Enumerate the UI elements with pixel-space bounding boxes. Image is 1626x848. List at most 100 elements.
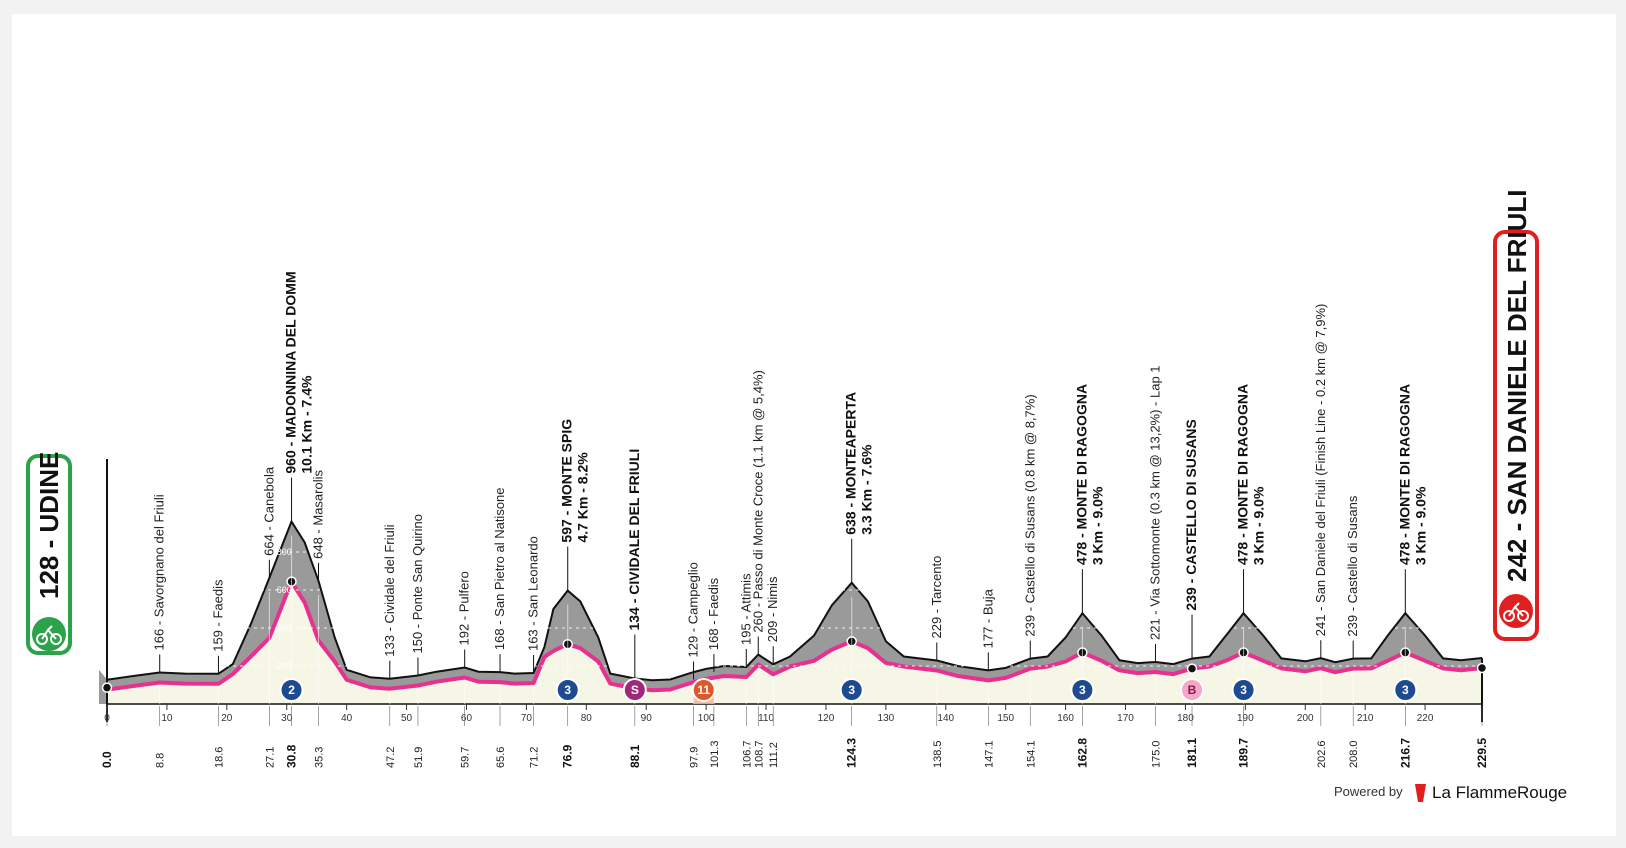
x-tick-label: 110	[758, 713, 774, 724]
km-label: 71.2	[529, 747, 541, 768]
x-tick-label: 10	[161, 713, 173, 724]
finish-cyclist-icon	[1499, 594, 1533, 628]
y-tick-label: 400	[277, 623, 292, 633]
km-label: 51.9	[413, 747, 425, 768]
waypoint-label: 478 - MONTE DI RAGOGNA	[1073, 384, 1089, 565]
kom-badge-icon	[1393, 678, 1418, 702]
waypoint-label: 163 - San Leonardo	[526, 536, 541, 651]
x-tick-label: 40	[341, 713, 353, 724]
km-label: 208.0	[1348, 740, 1360, 768]
waypoint-label: 168 - San Pietro al Natisone	[492, 487, 507, 650]
km-label: 59.7	[460, 747, 472, 768]
waypoint-label: 133 - Cividale del Friuli	[382, 524, 397, 656]
km-label: 175.0	[1150, 740, 1162, 768]
brand-name: La FlammeRouge	[1432, 783, 1567, 802]
km-label: 106.7	[741, 740, 753, 768]
kom-badge-label: 3	[564, 683, 571, 697]
waypoint-sublabel: 3 Km - 9.0%	[1251, 486, 1267, 565]
x-tick-label: 160	[1057, 713, 1074, 724]
x-tick-label: 50	[401, 713, 413, 724]
x-tick-label: 70	[521, 713, 533, 724]
powered-by-text: Powered by	[1334, 784, 1403, 799]
x-tick-label: 80	[581, 713, 593, 724]
x-tick-label: 140	[937, 713, 954, 724]
waypoint-label: 168 - Faedis	[706, 577, 721, 650]
waypoint-label: 166 - Savorgnano del Friuli	[152, 494, 167, 650]
finish-badge-frame	[1493, 230, 1539, 641]
km-label: 162.8	[1075, 738, 1089, 768]
kom-badge-label: 2	[288, 683, 295, 697]
waypoint-label: 478 - MONTE DI RAGOGNA	[1396, 384, 1412, 565]
waypoint-sublabel: 4.7 Km - 8.2%	[575, 452, 591, 543]
km-label: 111.2	[768, 742, 780, 768]
waypoint-label: 129 - Campeglio	[686, 562, 701, 657]
y-tick-label: 600	[277, 585, 292, 595]
waypoint-sublabel: 3 Km - 9.0%	[1089, 486, 1105, 565]
km-label: 35.3	[313, 747, 325, 768]
profile-grey-area	[107, 521, 1482, 691]
sprint-badge-icon	[622, 678, 647, 702]
waypoint-label: 195 - Attimis	[738, 573, 753, 645]
feed-zone-label: 11	[697, 683, 710, 697]
waypoint-label: 239 - Castello di Susans	[1345, 495, 1360, 636]
waypoint-label: 221 - Via Sottomonte (0.3 km @ 13,2%) - …	[1147, 365, 1162, 640]
bonus-badge-label: B	[1188, 683, 1197, 697]
x-tick-label: 20	[221, 713, 233, 724]
km-label: 108.7	[753, 740, 765, 768]
footer: Powered by La FlammeRouge	[1334, 783, 1567, 802]
start-badge-frame	[26, 454, 72, 655]
kom-badge-icon	[1231, 678, 1256, 702]
waypoint-dot	[1186, 663, 1198, 674]
km-label: 216.7	[1398, 738, 1412, 768]
finish-label: 242 - SAN DANIELE DEL FRIULI	[1502, 190, 1532, 582]
km-label: 76.9	[561, 744, 575, 768]
waypoint-label: 209 - Nimis	[765, 576, 780, 642]
kom-badge-icon	[279, 678, 304, 702]
waypoint-label: 192 - Pulfero	[457, 571, 472, 645]
km-label: 154.1	[1025, 740, 1037, 768]
km-label: 138.5	[932, 740, 944, 768]
route-line	[106, 579, 1483, 693]
x-tick-label: 150	[997, 713, 1014, 724]
finish-badge: 242 - SAN DANIELE DEL FRIULI	[1493, 190, 1539, 641]
x-tick-label: 90	[641, 713, 653, 724]
km-label: 18.6	[213, 747, 225, 768]
sprint-badge-label: S	[631, 683, 639, 697]
y-tick-label: 200	[277, 661, 292, 671]
waypoint-label: 241 - San Daniele del Friuli (Finish Lin…	[1313, 304, 1328, 637]
start-cyclist-glyph	[36, 625, 62, 645]
km-label: 27.1	[264, 747, 276, 768]
kom-badge-icon	[1070, 678, 1095, 702]
waypoint-sublabel: 10.1 Km - 7.4%	[299, 375, 315, 474]
x-tick-label: 30	[281, 713, 293, 724]
km-label: 124.3	[845, 738, 859, 768]
km-label: 97.9	[689, 747, 701, 768]
waypoint-label: 134 - CIVIDALE DEL FRIULI	[626, 449, 642, 631]
km-label: 88.1	[628, 744, 642, 768]
x-tick-label: 220	[1417, 713, 1434, 724]
km-label: 181.1	[1185, 738, 1199, 768]
stage-profile: 200 400 600 800 0 10 20 30 40 50 60 70 80 90 100 110 12…	[12, 14, 1616, 836]
start-dot	[101, 682, 113, 693]
km-label: 189.7	[1237, 738, 1251, 768]
waypoint-label: 239 - Castello di Susans (0.8 km @ 8,7%)	[1022, 394, 1037, 636]
kom-badge-label: 3	[848, 683, 855, 697]
km-label: 30.8	[285, 744, 299, 768]
km-label: 101.3	[709, 740, 721, 768]
km-label: 47.2	[385, 747, 397, 768]
waypoint-label: 260 - Passo di Monte Croce (1.1 km @ 5,4…	[750, 370, 765, 632]
x-tick-label: 190	[1237, 713, 1254, 724]
x-tick-label: 170	[1117, 713, 1134, 724]
kom-badge-icon	[555, 678, 580, 702]
kom-badge-icon	[839, 678, 864, 702]
km-label: 229.5	[1475, 738, 1489, 768]
x-tick-label: 130	[878, 713, 895, 724]
finish-dot	[1476, 662, 1488, 674]
x-tick-label: 60	[461, 713, 473, 724]
kom-badge-label: 3	[1079, 683, 1086, 697]
bonus-badge-icon	[1180, 678, 1205, 702]
km-label: 0.0	[100, 751, 114, 768]
waypoint-label: 664 - Canebola	[261, 466, 276, 556]
x-tick-label: 200	[1297, 713, 1314, 724]
x-tick-label: 180	[1177, 713, 1194, 724]
